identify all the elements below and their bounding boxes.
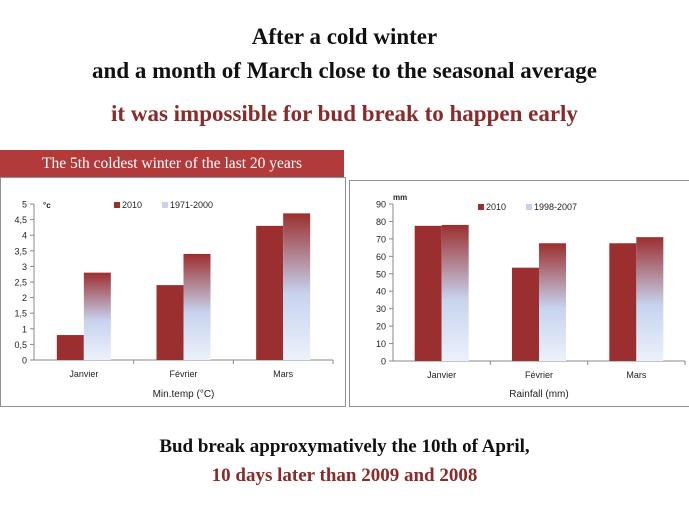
bar-1998-2007-Février — [539, 243, 566, 361]
y-tick-label: 10 — [376, 339, 386, 349]
y-tick-label: 4 — [22, 231, 27, 241]
y-tick-label: 2,5 — [14, 278, 27, 288]
headline-line-3: it was impossible for bud break to happe… — [111, 101, 578, 126]
y-tick-label: 0 — [22, 356, 27, 366]
y-tick-label: 4,5 — [14, 215, 27, 225]
y-tick-label: 2 — [22, 293, 27, 303]
x-tick-label: Janvier — [427, 370, 456, 380]
y-tick-label: 70 — [376, 234, 386, 244]
y-tick-label: 60 — [376, 252, 386, 262]
y-tick-label: 0,5 — [14, 340, 27, 350]
legend-swatch-1998-2007 — [526, 204, 532, 210]
bar-1971-2000-Mars — [283, 213, 311, 360]
y-tick-label: 0 — [381, 357, 386, 367]
bar-1998-2007-Janvier — [441, 224, 469, 361]
legend-label-1998-2007: 1998-2007 — [534, 202, 577, 212]
rainfall-chart-panel: 0 10 20 30 40 50 60 70 80 90 mm Janvier Février Mars 2… — [349, 180, 689, 407]
footer-line-2: 10 days later than 2009 and 2008 — [211, 465, 478, 486]
bar-2010-Février — [156, 285, 184, 360]
y-tick-label: 1 — [22, 324, 27, 334]
bar-1971-2000-Février — [183, 253, 211, 360]
legend-label-2010: 2010 — [122, 200, 142, 210]
x-tick-label: Février — [525, 370, 553, 380]
bar-2010-Janvier — [56, 335, 84, 360]
y-tick-label: 50 — [376, 269, 386, 279]
headline-line-1: After a cold winter — [251, 24, 438, 49]
headline-line-2: and a month of March close to the season… — [92, 58, 597, 83]
bar-2010-Mars — [256, 225, 284, 360]
x-axis-label: Rainfall (mm) — [509, 389, 568, 400]
chart-banner: The 5th coldest winter of the last 20 ye… — [0, 150, 344, 177]
x-tick-label: Février — [169, 369, 197, 379]
y-tick-label: 1,5 — [14, 309, 27, 319]
bar-2010-Janvier — [414, 225, 442, 361]
bar-2010-Mars — [609, 243, 637, 361]
x-tick-label: Mars — [273, 369, 293, 379]
legend-label-2010: 2010 — [486, 202, 506, 212]
legend-swatch-1971-2000 — [162, 202, 168, 208]
temperature-chart-panel: 0 0,5 1 1,5 2 2,5 3 3,5 4 4,5 5 °c Janvier Février Mar… — [0, 177, 346, 407]
bar-2010-Février — [512, 267, 539, 361]
x-axis-label: Min.temp (°C) — [153, 389, 215, 400]
legend-swatch-2010 — [478, 204, 484, 210]
legend-label-1971-2000: 1971-2000 — [170, 200, 213, 210]
bar-1998-2007-Mars — [636, 237, 664, 361]
unit-label: mm — [393, 193, 407, 202]
y-tick-label: 3,5 — [14, 246, 27, 256]
y-tick-label: 40 — [376, 287, 386, 297]
rainfall-chart: 0 10 20 30 40 50 60 70 80 90 mm Janvier Février Mars 2… — [376, 193, 686, 400]
bar-1971-2000-Janvier — [83, 272, 111, 360]
y-tick-label: 30 — [376, 304, 386, 314]
temperature-chart: 0 0,5 1 1,5 2 2,5 3 3,5 4 4,5 5 °c Janvier Février Mar… — [14, 200, 334, 400]
y-tick-label: 5 — [22, 200, 27, 210]
footer-line-1: Bud break approxymatively the 10th of Ap… — [159, 436, 530, 457]
legend-swatch-2010 — [114, 202, 120, 208]
y-tick-label: 90 — [376, 200, 386, 210]
x-tick-label: Mars — [626, 370, 646, 380]
x-tick-label: Janvier — [69, 369, 98, 379]
y-tick-label: 20 — [376, 322, 386, 332]
unit-label: °c — [43, 201, 51, 210]
y-tick-label: 80 — [376, 217, 386, 227]
y-tick-label: 3 — [22, 262, 27, 272]
